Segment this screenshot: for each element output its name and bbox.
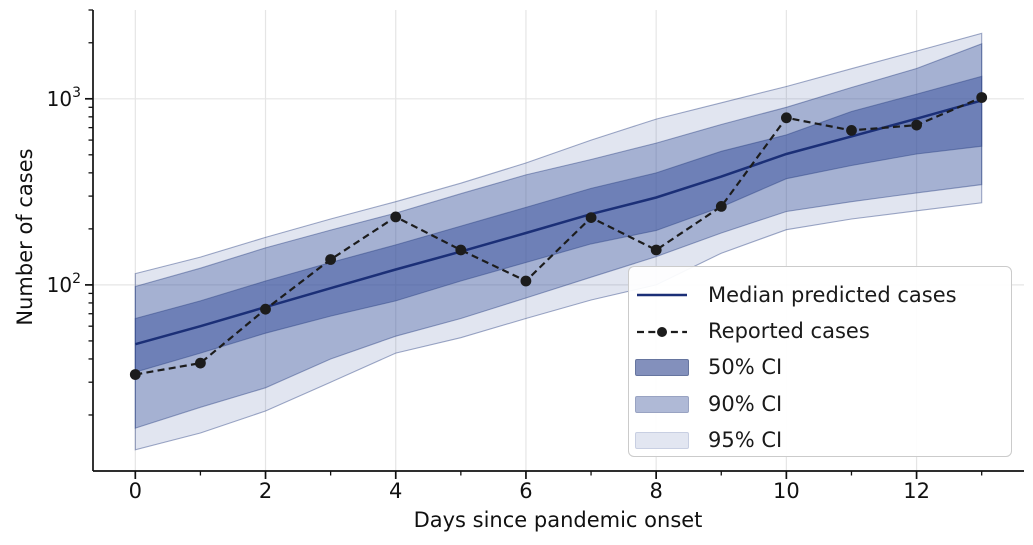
ci-50-swatch [635, 359, 689, 377]
x-tick-label: 12 [903, 479, 930, 503]
x-tick-label: 10 [773, 479, 800, 503]
legend-label-ci95: 95% CI [708, 428, 783, 453]
legend-item-median: Median predicted cases [635, 277, 1011, 313]
ci-95-swatch [635, 432, 689, 450]
reported-case-marker [781, 112, 792, 124]
legend-item-ci90: 90% CI [635, 386, 1011, 422]
ci-90-swatch [635, 395, 689, 413]
reported-case-marker [846, 124, 857, 136]
x-tick-label: 4 [389, 479, 402, 503]
reported-case-marker [129, 369, 141, 380]
y-tick-label: 103 [47, 85, 81, 111]
median-predicted-line [134, 99, 983, 346]
reported-cases-line [135, 96, 983, 376]
legend: Median predicted cases Reported cases 50… [628, 266, 1012, 457]
y-tick-label: 102 [47, 271, 81, 297]
reported-case-marker [585, 212, 597, 224]
x-tick-label: 2 [259, 479, 272, 503]
x-tick-label: 8 [649, 479, 662, 503]
reported-case-marker [390, 211, 402, 223]
y-axis-title: Number of cases [13, 148, 37, 326]
legend-label-ci50: 50% CI [708, 355, 783, 380]
reported-case-marker [520, 275, 532, 287]
reported-case-marker [325, 254, 336, 265]
reported-line-swatch [635, 320, 689, 344]
legend-item-ci50: 50% CI [635, 350, 1011, 386]
legend-label-median: Median predicted cases [708, 282, 957, 307]
reported-case-marker [650, 244, 662, 256]
x-tick-label: 0 [129, 479, 142, 503]
reported-case-marker [260, 303, 271, 315]
legend-item-ci95: 95% CI [635, 423, 1011, 459]
reported-case-marker [976, 92, 988, 103]
reported-case-marker [715, 201, 727, 212]
reported-case-marker [195, 357, 206, 369]
legend-label-ci90: 90% CI [708, 391, 783, 416]
legend-item-reported: Reported cases [635, 313, 1011, 349]
legend-label-reported: Reported cases [708, 319, 870, 344]
x-axis-title: Days since pandemic onset [413, 508, 703, 532]
median-line-swatch [635, 283, 689, 307]
reported-case-marker [911, 119, 922, 131]
reported-case-marker [455, 244, 467, 256]
x-tick-label: 6 [519, 479, 532, 503]
